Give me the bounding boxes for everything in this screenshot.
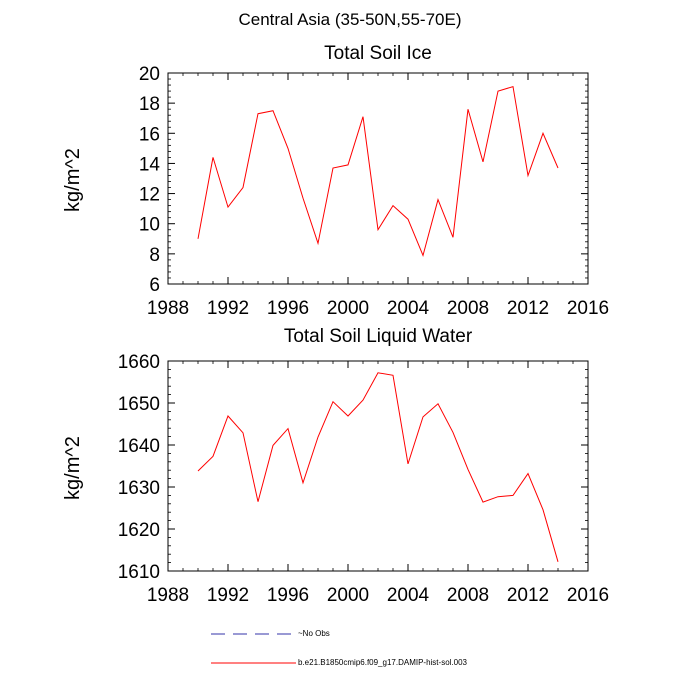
panel1-y-tick-label: 8	[149, 245, 160, 266]
panel1-y-tick-label: 6	[149, 275, 160, 296]
panel1-y-tick-label: 18	[139, 94, 160, 115]
panel1-x-tick-label: 1988	[147, 298, 189, 319]
panel2-y-tick-label: 1640	[118, 436, 160, 457]
panel1-x-tick-label: 1992	[207, 298, 249, 319]
panel2-y-tick-label: 1660	[118, 352, 160, 373]
panel1-y-tick-label: 20	[139, 64, 160, 85]
panel2-title: Total Soil Liquid Water	[283, 326, 473, 347]
panel1-x-tick-label: 2004	[387, 298, 430, 319]
panel2-frame	[167, 360, 589, 572]
figure-suptitle: Central Asia (35-50N,55-70E)	[238, 10, 462, 29]
panel2-y-tick-label: 1630	[118, 478, 160, 499]
panel1-x-tick-label: 2000	[327, 298, 369, 319]
panel2-x-tick-label: 2012	[507, 585, 549, 606]
panel1-x-tick-label: 2016	[567, 298, 609, 319]
panel1-y-tick-label: 16	[139, 124, 160, 145]
legend-label-model: b.e21.B1850cmip6.f09_g17.DAMIP-hist-sol.…	[298, 658, 467, 667]
panel1-x-tick-label: 2012	[507, 298, 549, 319]
legend-text-no-obs: No Obs	[302, 629, 330, 638]
panel1-x-tick-label: 1996	[267, 298, 309, 319]
panel2-y-tick-label: 1620	[118, 520, 160, 541]
panel1-y-tick-label: 14	[139, 154, 161, 175]
panel2-x-tick-label: 1996	[267, 585, 309, 606]
panel1-y-tick-label: 10	[139, 215, 160, 236]
panel2-series-line	[197, 372, 559, 562]
panel1-series-line	[197, 85, 559, 257]
panel1-title: Total Soil Ice	[324, 43, 432, 64]
panel2-x-tick-label: 2000	[327, 585, 369, 606]
panel2-x-tick-label: 1988	[147, 585, 189, 606]
panel2-x-tick-label: 2016	[567, 585, 609, 606]
panel2-y-tick-label: 1610	[118, 562, 160, 583]
panel1-y-tick-label: 12	[139, 185, 160, 206]
panel2-x-tick-label: 2004	[387, 585, 430, 606]
panel2-x-tick-label: 1992	[207, 585, 249, 606]
panel1-x-tick-label: 2008	[447, 298, 489, 319]
panel1-frame	[167, 72, 589, 285]
legend-label-no-obs: ~No Obs	[298, 629, 330, 638]
panel2-x-tick-label: 2008	[447, 585, 489, 606]
panel2-y-tick-label: 1650	[118, 394, 160, 415]
